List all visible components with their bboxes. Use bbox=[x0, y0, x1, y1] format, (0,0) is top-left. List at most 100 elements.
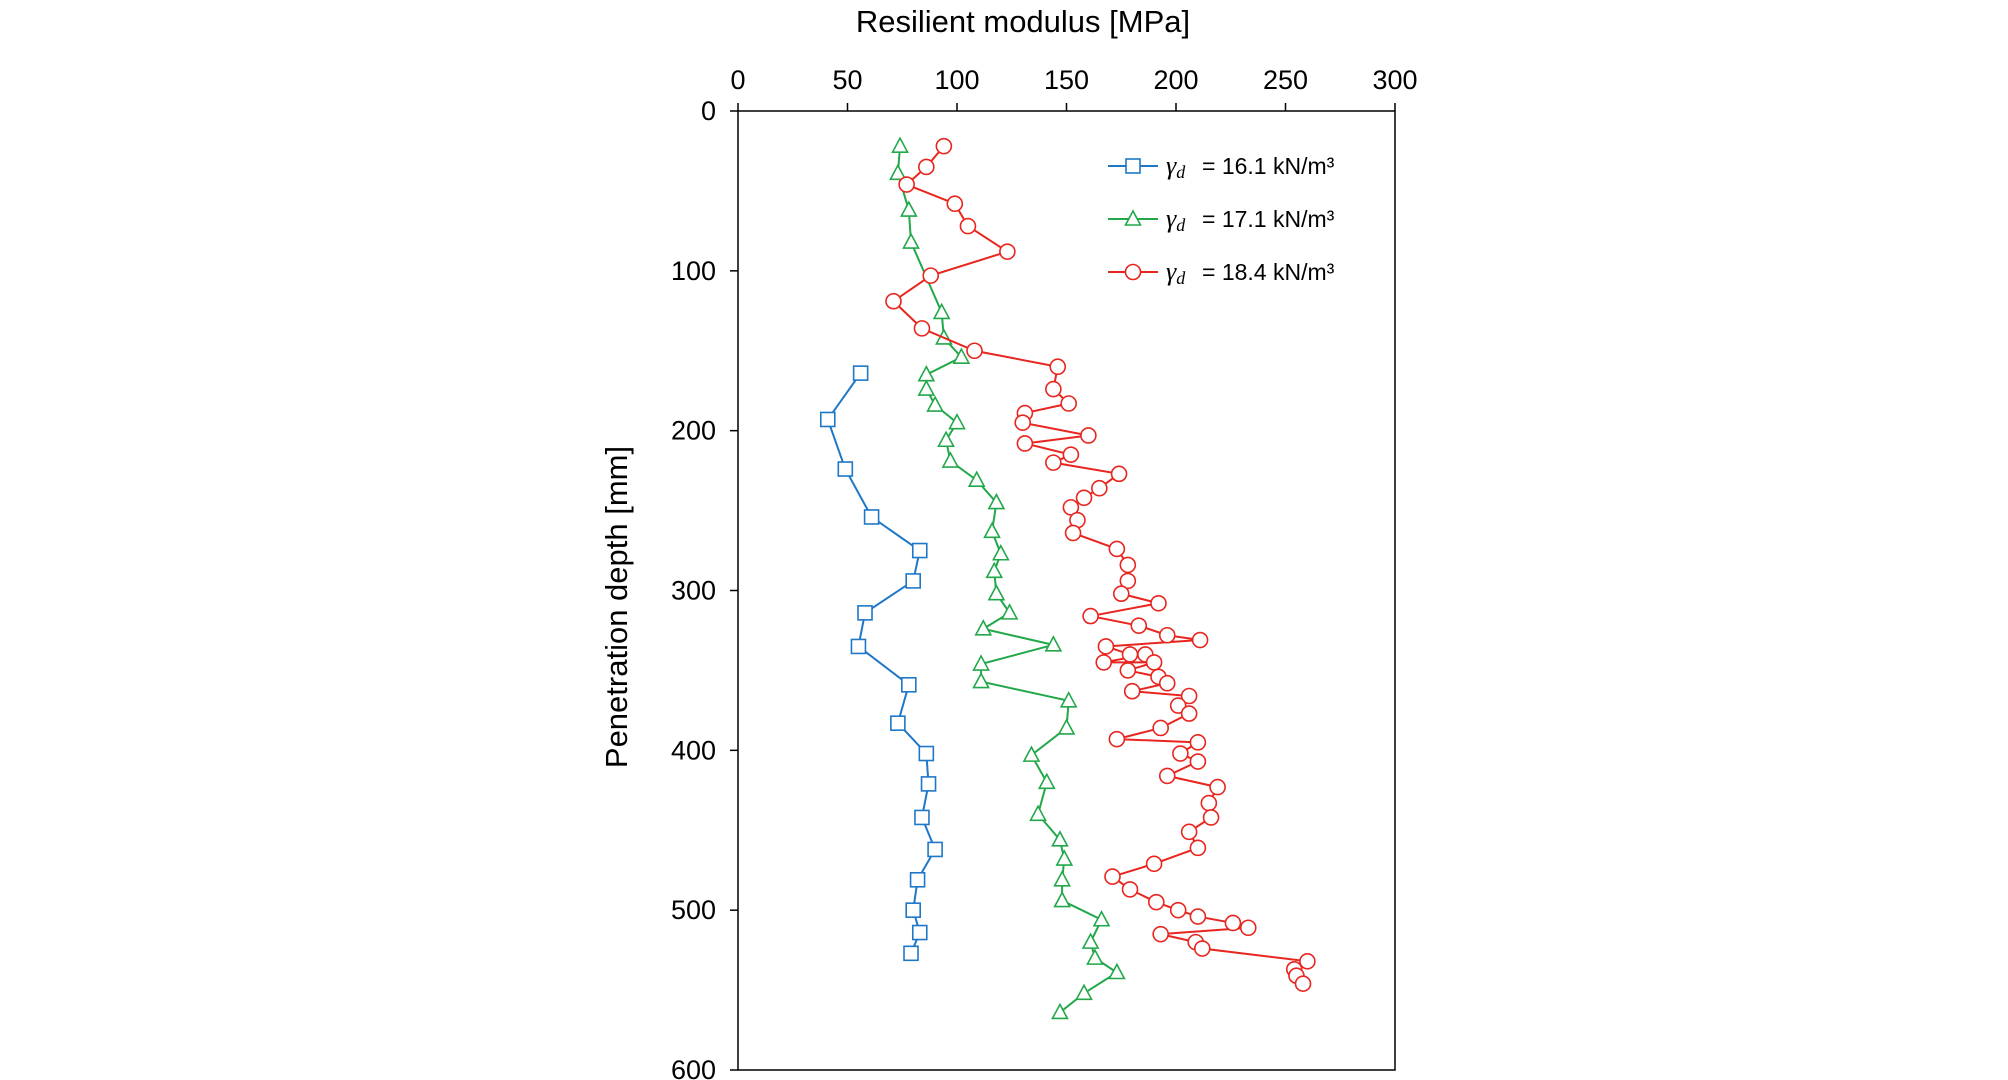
data-point bbox=[1044, 635, 1063, 652]
data-point bbox=[1209, 778, 1226, 796]
x-axis-ticks: 0 50 100 150 200 250 300 bbox=[730, 65, 1418, 111]
data-point bbox=[1189, 734, 1207, 751]
data-point bbox=[1091, 479, 1108, 497]
data-point bbox=[898, 176, 915, 193]
legend-item: γd = 17.1 kN/m³ bbox=[1108, 204, 1335, 235]
legend: γd = 16.1 kN/m³ γd = 17.1 kN/m³ γd = 18.4 kN/… bbox=[1108, 151, 1335, 288]
data-point bbox=[1169, 697, 1187, 714]
data-point bbox=[987, 584, 1006, 601]
data-point bbox=[1189, 753, 1207, 770]
data-point bbox=[1082, 607, 1099, 625]
data-point bbox=[927, 841, 943, 858]
data-point bbox=[913, 320, 931, 337]
y-tick-label: 300 bbox=[671, 576, 716, 606]
data-point bbox=[852, 365, 869, 381]
data-point bbox=[1108, 730, 1126, 748]
data-point bbox=[1130, 617, 1148, 634]
series-18-4-kn-m bbox=[885, 137, 1316, 992]
x-tick-label: 200 bbox=[1153, 65, 1198, 95]
data-point bbox=[905, 573, 922, 589]
data-point bbox=[1062, 499, 1080, 516]
data-point bbox=[991, 544, 1010, 561]
legend-label: = 17.1 kN/m³ bbox=[1202, 206, 1335, 232]
data-point bbox=[1095, 654, 1113, 671]
data-point bbox=[926, 395, 944, 412]
data-point bbox=[967, 470, 986, 488]
series-layer bbox=[819, 136, 1316, 1020]
data-point bbox=[1064, 524, 1082, 542]
data-point bbox=[1086, 948, 1104, 965]
legend-marker bbox=[1124, 263, 1142, 281]
data-point bbox=[1189, 839, 1207, 857]
data-point bbox=[946, 195, 964, 213]
data-point bbox=[911, 924, 928, 941]
series-line bbox=[826, 372, 937, 954]
y-tick-label: 200 bbox=[671, 416, 716, 446]
x-tick-label: 100 bbox=[934, 65, 979, 95]
legend-item: γd = 18.4 kN/m³ bbox=[1108, 257, 1335, 288]
data-point bbox=[932, 302, 951, 320]
data-point bbox=[1029, 804, 1047, 822]
legend-marker bbox=[1124, 209, 1142, 226]
data-point bbox=[1080, 427, 1097, 444]
legend-symbol-subscript: d bbox=[1176, 215, 1186, 235]
data-point bbox=[1092, 910, 1111, 927]
data-point bbox=[1121, 881, 1139, 898]
data-point bbox=[920, 776, 937, 792]
data-point bbox=[857, 605, 873, 621]
data-point bbox=[972, 671, 990, 689]
data-point bbox=[1189, 908, 1207, 925]
data-point bbox=[948, 412, 966, 430]
data-point bbox=[985, 561, 1004, 579]
data-point bbox=[1059, 691, 1078, 708]
x-tick-label: 250 bbox=[1263, 65, 1308, 95]
data-point bbox=[918, 158, 935, 176]
y-tick-label: 100 bbox=[671, 256, 716, 286]
data-point bbox=[1169, 901, 1187, 919]
data-point bbox=[819, 411, 836, 428]
data-point bbox=[1045, 454, 1062, 471]
data-point bbox=[1193, 940, 1211, 957]
data-point bbox=[1051, 1002, 1069, 1020]
data-point bbox=[1097, 638, 1115, 655]
data-point bbox=[1119, 556, 1137, 574]
x-tick-label: 300 bbox=[1372, 65, 1417, 95]
data-point bbox=[922, 267, 940, 284]
x-tick-label: 150 bbox=[1044, 65, 1089, 95]
data-point bbox=[1121, 646, 1139, 663]
data-point bbox=[889, 163, 907, 181]
data-point bbox=[890, 715, 906, 731]
data-point bbox=[974, 619, 993, 636]
data-point bbox=[1037, 772, 1056, 790]
y-axis-title: Penetration depth [mm] bbox=[599, 446, 634, 768]
data-point bbox=[1062, 446, 1080, 463]
data-point bbox=[911, 542, 928, 559]
data-point bbox=[1081, 932, 1100, 949]
y-axis-ticks: 0 100 200 300 400 500 600 bbox=[671, 96, 738, 1080]
data-point bbox=[1180, 823, 1198, 841]
x-tick-label: 0 bbox=[730, 65, 745, 95]
data-point bbox=[1045, 380, 1062, 398]
data-point bbox=[1119, 662, 1137, 679]
data-point bbox=[1191, 631, 1209, 649]
legend-item: γd = 16.1 kN/m³ bbox=[1108, 151, 1335, 182]
data-point bbox=[1172, 745, 1189, 762]
data-point bbox=[1299, 953, 1316, 970]
data-point bbox=[1158, 626, 1176, 644]
data-point bbox=[1180, 705, 1198, 722]
data-point bbox=[1108, 962, 1126, 980]
data-point bbox=[999, 243, 1016, 260]
data-point bbox=[837, 461, 854, 477]
data-point bbox=[891, 136, 909, 153]
legend-symbol: γd bbox=[1166, 257, 1186, 288]
series-16-1-kn-m bbox=[819, 365, 943, 962]
data-point bbox=[917, 379, 936, 396]
data-point bbox=[1123, 682, 1141, 700]
data-point bbox=[1152, 719, 1169, 737]
data-point bbox=[1000, 603, 1019, 620]
data-point bbox=[972, 654, 990, 671]
data-point bbox=[863, 509, 880, 525]
data-point bbox=[1119, 572, 1137, 590]
data-point bbox=[850, 638, 867, 655]
